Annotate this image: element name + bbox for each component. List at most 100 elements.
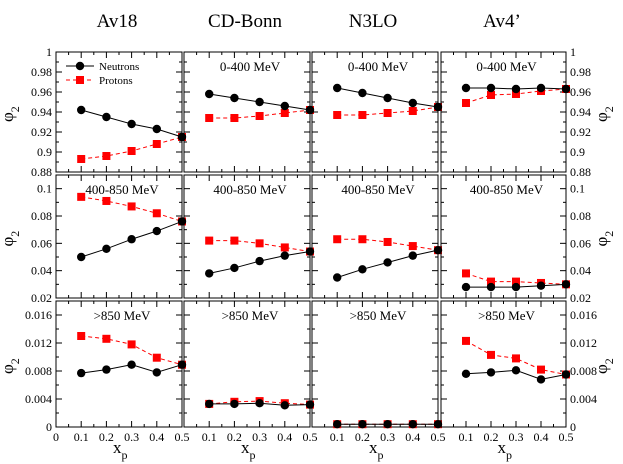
y-axis-label-left-symbol: φ — [0, 237, 17, 247]
protons-point — [127, 340, 136, 349]
neutrons-point — [383, 258, 392, 267]
neutrons-point — [255, 256, 264, 266]
panel-r2-c2: 0.1 0.2 0.3 0.4 0.5 >850 MeV — [311, 300, 446, 444]
protons-point — [512, 277, 520, 286]
neutrons-point — [280, 401, 289, 410]
panel-r2-c0: 0 0.004 0.008 0.012 0.016 0 0.1 0.2 0.3 0.4 0.5 >85… — [25, 300, 190, 444]
panel-r1-c0: 0.02 0.04 0.06 0.08 0.1 400-850 MeV — [31, 174, 187, 305]
protons-point — [152, 353, 161, 362]
x-tick-label: 0.5 — [303, 430, 318, 444]
protons-point — [127, 202, 136, 211]
neutrons-point — [177, 132, 187, 142]
neutrons-point — [127, 119, 136, 129]
x-tick-label: 0.2 — [355, 430, 370, 444]
neutrons-point — [230, 399, 239, 409]
neutrons-point — [461, 83, 471, 93]
protons-point — [512, 354, 520, 363]
neutrons-point — [230, 93, 239, 103]
y-tick-label-left: 0.008 — [25, 364, 52, 378]
y-axis-label-left-symbol: φ — [0, 364, 17, 374]
y-tick-label-left: 0.98 — [31, 65, 52, 79]
neutrons-point — [102, 365, 111, 374]
x-tick-label: 0.3 — [252, 430, 267, 444]
y-tick-label-left: 0.04 — [31, 264, 52, 278]
neutrons-point — [255, 399, 264, 408]
column-title-n3lo: N3LO — [349, 11, 398, 32]
legend-neutrons-label: Neutrons — [99, 61, 139, 73]
y-axis-label-left-subscript: 2 — [8, 231, 22, 237]
axis-labels: φ2φ2φ2φ2φ2φ2xpxpxpxp — [0, 106, 616, 462]
neutrons-point — [205, 399, 214, 409]
protons-point — [537, 365, 545, 374]
y-tick-label-right: 0.88 — [570, 165, 591, 179]
neutrons-point — [205, 89, 214, 99]
panel-energy-label: 0-400 MeV — [220, 59, 281, 74]
legend-neutrons-marker — [75, 61, 85, 71]
neutrons-point — [561, 370, 571, 379]
y-tick-label-right: 0.08 — [570, 209, 591, 223]
neutrons-point — [461, 369, 471, 378]
y-tick-label-right: 0.04 — [570, 264, 591, 278]
y-tick-label-right: 0.06 — [570, 236, 591, 250]
protons-point — [102, 152, 111, 160]
x-axis-label-symbol: x — [241, 438, 250, 457]
legend-protons-label: Protons — [99, 75, 133, 87]
x-tick-label: 0.4 — [405, 430, 420, 444]
neutrons-point — [461, 282, 471, 292]
y-tick-label-left: 0.96 — [31, 85, 52, 99]
neutrons-point — [408, 251, 417, 260]
y-tick-label-right: 0.92 — [570, 125, 591, 139]
y-tick-label-left: 0.9 — [37, 145, 52, 159]
x-tick-label: 0.4 — [149, 430, 164, 444]
x-axis-label: xp — [498, 438, 513, 462]
y-tick-label-right: 0.98 — [570, 65, 591, 79]
neutrons-point — [77, 105, 86, 115]
protons-point — [255, 112, 264, 120]
protons-point — [333, 111, 342, 119]
panel-energy-label: 0-400 MeV — [476, 59, 537, 74]
y-tick-label-left: 0.004 — [25, 392, 52, 406]
protons-point — [487, 277, 495, 286]
neutrons-point — [486, 83, 496, 93]
protons-point — [383, 237, 392, 246]
neutrons-point — [255, 97, 264, 107]
protons-point — [230, 236, 239, 245]
y-axis-label-left: φ2 — [0, 358, 22, 374]
legend-protons-marker — [76, 76, 84, 84]
neutrons-point — [561, 84, 571, 94]
y-tick-label-left: 0.94 — [31, 105, 52, 119]
protons-point — [487, 91, 495, 99]
panel-energy-label: 400-850 MeV — [470, 182, 544, 197]
x-axis-label: xp — [369, 438, 384, 462]
x-tick-label: 0.4 — [534, 430, 549, 444]
panel-energy-label: 400-850 MeV — [341, 182, 415, 197]
protons-point — [358, 111, 367, 119]
x-tick-label: 0.2 — [99, 430, 114, 444]
protons-point — [77, 155, 86, 163]
protons-point — [358, 235, 367, 244]
neutrons-point — [383, 93, 392, 103]
neutrons-point — [486, 368, 496, 377]
protons-point — [333, 235, 342, 244]
column-title-av4: Av4’ — [483, 11, 521, 32]
panel-r1-c2: 400-850 MeV — [311, 174, 443, 299]
neutrons-point — [536, 375, 546, 384]
neutrons-point — [333, 83, 342, 93]
x-axis-label-symbol: x — [369, 438, 378, 457]
neutrons-point — [305, 400, 315, 409]
neutrons-point — [102, 112, 111, 122]
y-axis-label-right-subscript: 2 — [602, 358, 616, 364]
column-titles: Av18 CD-Bonn N3LO Av4’ — [97, 11, 521, 32]
column-title-av18: Av18 — [97, 11, 138, 32]
panel-r2-c3: 0 0.004 0.008 0.012 0.016 0.1 0.2 0.3 0.4 0.5 >850… — [440, 300, 597, 444]
protons-point — [383, 109, 392, 117]
neutrons-point — [333, 420, 342, 429]
protons-point — [77, 192, 86, 201]
y-tick-label-left: 0.1 — [37, 182, 52, 196]
x-tick-label: 0.5 — [559, 430, 574, 444]
x-axis-label-subscript: p — [378, 448, 384, 462]
x-axis-label-subscript: p — [122, 448, 128, 462]
y-tick-label-right: 0 — [570, 420, 576, 434]
neutrons-point — [433, 102, 443, 112]
neutrons-point — [152, 226, 161, 236]
